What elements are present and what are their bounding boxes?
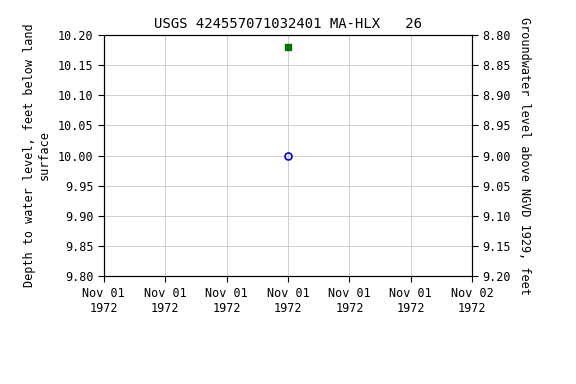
Title: USGS 424557071032401 MA-HLX   26: USGS 424557071032401 MA-HLX 26 [154, 17, 422, 31]
Y-axis label: Depth to water level, feet below land
surface: Depth to water level, feet below land su… [22, 24, 51, 287]
Y-axis label: Groundwater level above NGVD 1929, feet: Groundwater level above NGVD 1929, feet [518, 17, 531, 295]
